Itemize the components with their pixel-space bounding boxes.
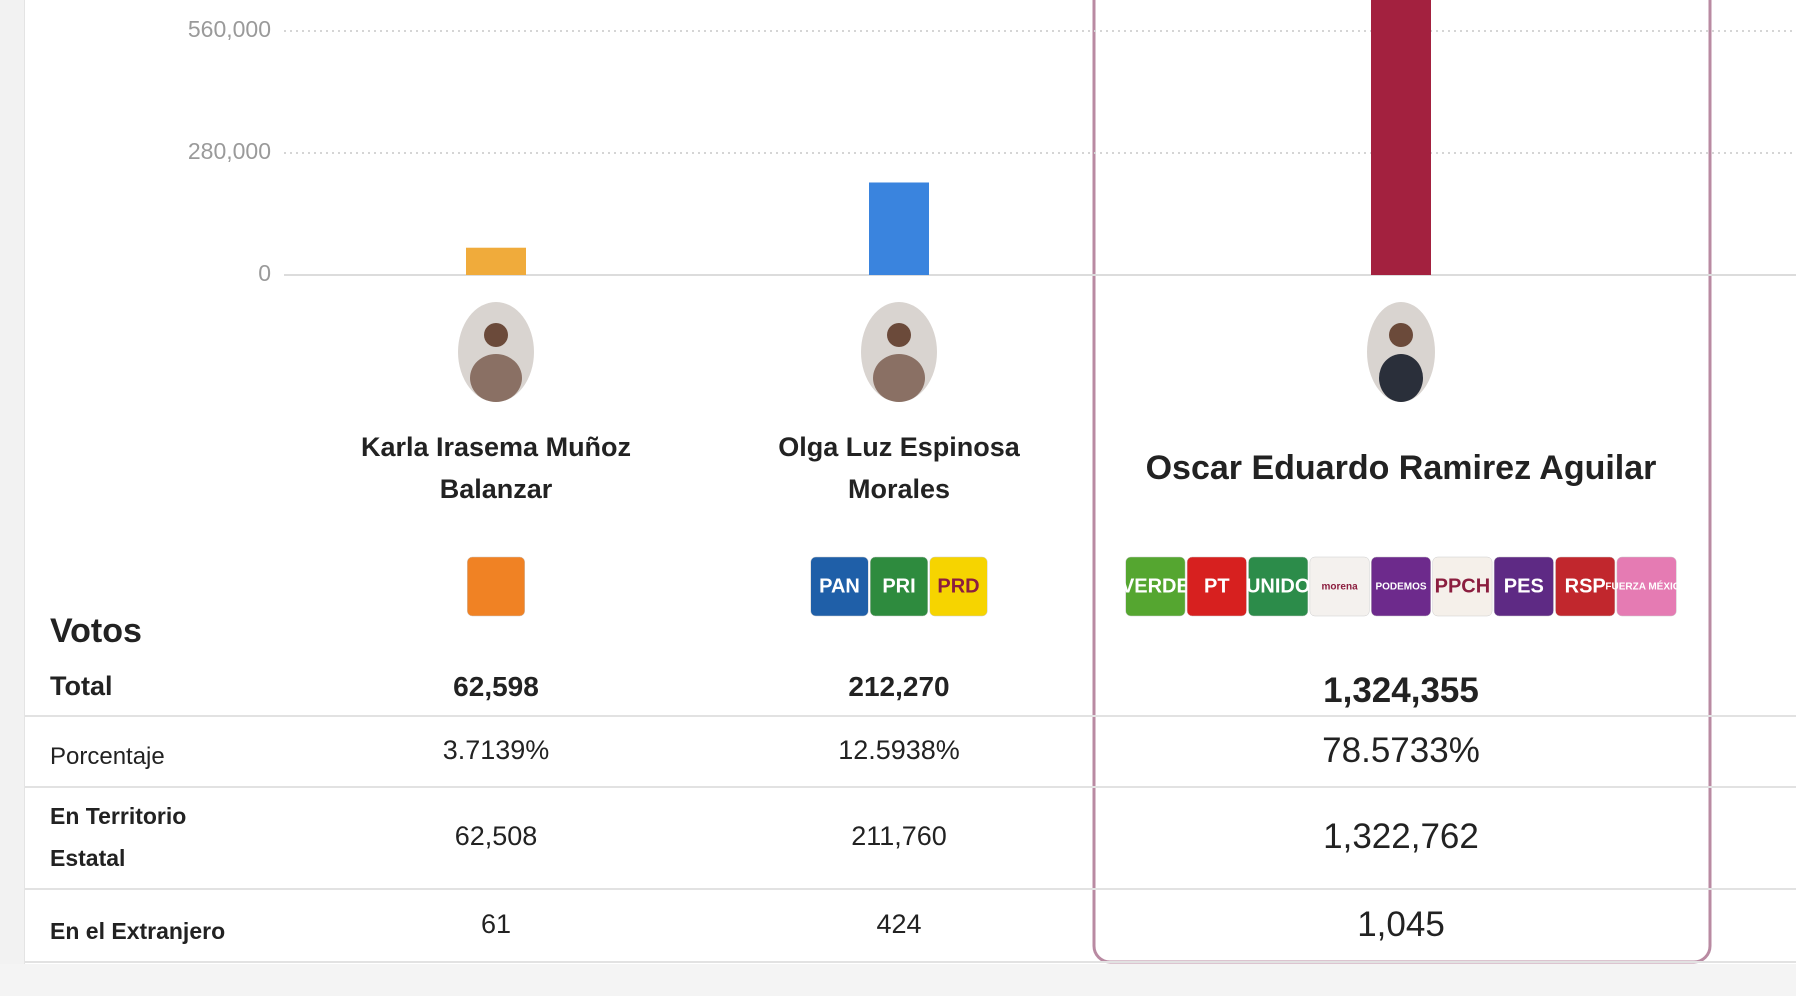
y-tick-label: 0 (258, 260, 271, 286)
party-logo (1432, 556, 1493, 617)
party-logo-label: RSP (1565, 575, 1606, 597)
bar (1371, 0, 1431, 275)
row-value: 61 (480, 909, 512, 939)
candidate-photo-head (887, 323, 911, 347)
row-value: 211,760 (851, 821, 947, 851)
party-logo-label: PAN (819, 575, 860, 597)
candidate-name: Oscar Eduardo Ramirez Aguilar (1145, 449, 1657, 487)
row-value: 78.5733% (1322, 731, 1480, 770)
row-value: 12.5938% (838, 735, 960, 765)
party-logo-label: morena (1322, 582, 1359, 593)
party-logo-label: PRI (882, 575, 915, 597)
candidate-name: Karla Irasema Muñoz Balanzar (360, 432, 632, 504)
party-logo (929, 556, 988, 617)
party-logo (1616, 556, 1677, 617)
party-logo-label: PT (1204, 575, 1230, 597)
party-logo (1309, 556, 1370, 617)
party-logo-label: UNIDO (1246, 575, 1310, 597)
row-label: En Territorio Estatal (50, 803, 187, 871)
party-logo (1555, 556, 1616, 617)
party-logo-label: PRD (937, 575, 979, 597)
candidate-photo-figure (470, 354, 522, 402)
party-logo (467, 556, 525, 617)
party-logo (1248, 556, 1309, 617)
party-logo (870, 556, 928, 617)
row-label: Total (50, 671, 113, 701)
bar (869, 182, 929, 275)
total-value: 212,270 (848, 671, 950, 702)
total-value: 1,324,355 (1323, 671, 1479, 710)
row-label: Porcentaje (50, 743, 165, 770)
party-logo (810, 556, 869, 617)
party-logo-label: PES (1504, 575, 1544, 597)
y-tick-label: 280,000 (188, 138, 271, 164)
votes-title: Votos (50, 612, 142, 650)
sidebar (0, 0, 25, 996)
row-label: En el Extranjero (50, 918, 226, 944)
footer-bar (0, 964, 1796, 996)
party-logo-label: PPCH (1435, 575, 1491, 597)
row-value: 1,322,762 (1323, 817, 1479, 856)
party-logo-label: VERDE (1121, 575, 1190, 597)
candidate-name: Olga Luz Espinosa Morales (778, 432, 1020, 504)
party-logo (1125, 556, 1186, 617)
party-logo (1493, 556, 1554, 617)
party-logo (1186, 556, 1247, 617)
total-value: 62,598 (453, 671, 539, 702)
row-value: 424 (876, 909, 922, 939)
party-logo-label: PODEMOS (1375, 582, 1426, 593)
candidate-photo-head (1389, 323, 1413, 347)
party-logo (1371, 556, 1431, 617)
row-value: 1,045 (1357, 905, 1445, 944)
candidate-photo-figure (873, 354, 925, 402)
y-tick-label: 560,000 (188, 16, 271, 42)
candidate-photo-figure (1379, 354, 1423, 402)
bar (466, 247, 526, 275)
party-logo-label: FUERZA MÉXICO (1605, 580, 1688, 593)
candidate-photo-head (484, 323, 508, 347)
row-value: 62,508 (454, 821, 538, 851)
row-value: 3.7139% (442, 735, 550, 765)
